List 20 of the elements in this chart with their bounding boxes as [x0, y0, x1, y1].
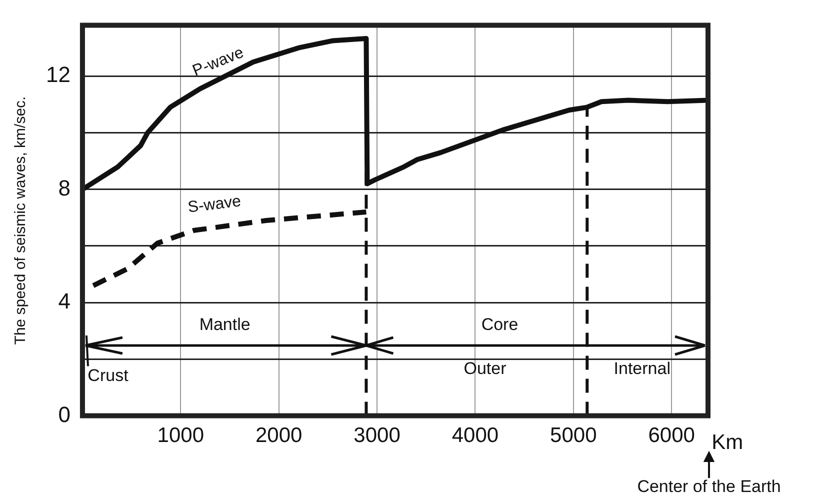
x-tick-label: 4000 — [452, 424, 499, 448]
x-tick-label: 3000 — [354, 424, 400, 448]
annotation: Internal — [614, 358, 670, 378]
x-tick-label: 2000 — [255, 424, 302, 448]
y-tick-label: 4 — [58, 288, 70, 314]
text: P-wave — [190, 44, 246, 80]
annotation: Crust — [88, 366, 129, 385]
annotation: Outer — [464, 358, 507, 378]
y-axis-title: The speed of seismic waves, km/sec. — [12, 96, 30, 345]
x-tick-label: 5000 — [550, 424, 597, 448]
x-tick-label: 6000 — [648, 424, 695, 448]
y-tick-label: 8 — [58, 175, 70, 200]
annotation: Mantle — [199, 314, 250, 334]
x-axis-title: Km — [712, 431, 744, 454]
x-tick-label: 1000 — [157, 424, 204, 448]
y-tick-label: 0 — [58, 402, 70, 427]
y-tick-label: 12 — [46, 62, 70, 88]
annotation: Core — [481, 314, 518, 334]
text: S-wave — [187, 193, 242, 216]
text: Center of the Earth — [637, 477, 781, 496]
